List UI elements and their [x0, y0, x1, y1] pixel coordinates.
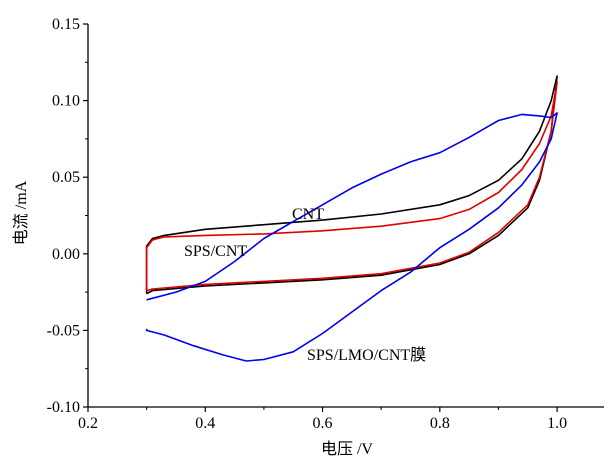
- series-annotation-1: CNT: [292, 206, 324, 223]
- y-tick-label: -0.10: [47, 399, 80, 416]
- y-tick-label: 0.00: [52, 246, 80, 263]
- x-tick-label: 0.6: [313, 415, 333, 432]
- plot-area: [145, 75, 558, 362]
- y-axis-title: 电流 /mA: [12, 180, 30, 245]
- x-tick-label: 0.4: [195, 415, 215, 432]
- series-line-3: [145, 112, 558, 362]
- x-tick-label: 0.2: [78, 415, 98, 432]
- x-tick-label: 1.0: [547, 415, 567, 432]
- y-tick-label: 0.15: [52, 16, 80, 33]
- y-tick-label: -0.05: [47, 322, 80, 339]
- ticks: 0.2 0.4 0.6 0.8 1.0 -0.10 -0.05 0.00 0.05 0.10 0.1…: [47, 16, 567, 432]
- annotations: CNT SPS/CNT SPS/LMO/CNT膜: [184, 206, 426, 364]
- x-tick-label: 0.8: [430, 415, 450, 432]
- series-annotation-2: SPS/CNT: [184, 243, 247, 260]
- x-axis-title: 电压 /V: [321, 440, 373, 458]
- y-tick-label: 0.05: [52, 169, 80, 186]
- series-line-2: [145, 81, 558, 292]
- y-tick-label: 0.10: [52, 93, 80, 110]
- series-line-1: [145, 75, 558, 295]
- series-annotation-3: SPS/LMO/CNT膜: [307, 346, 426, 364]
